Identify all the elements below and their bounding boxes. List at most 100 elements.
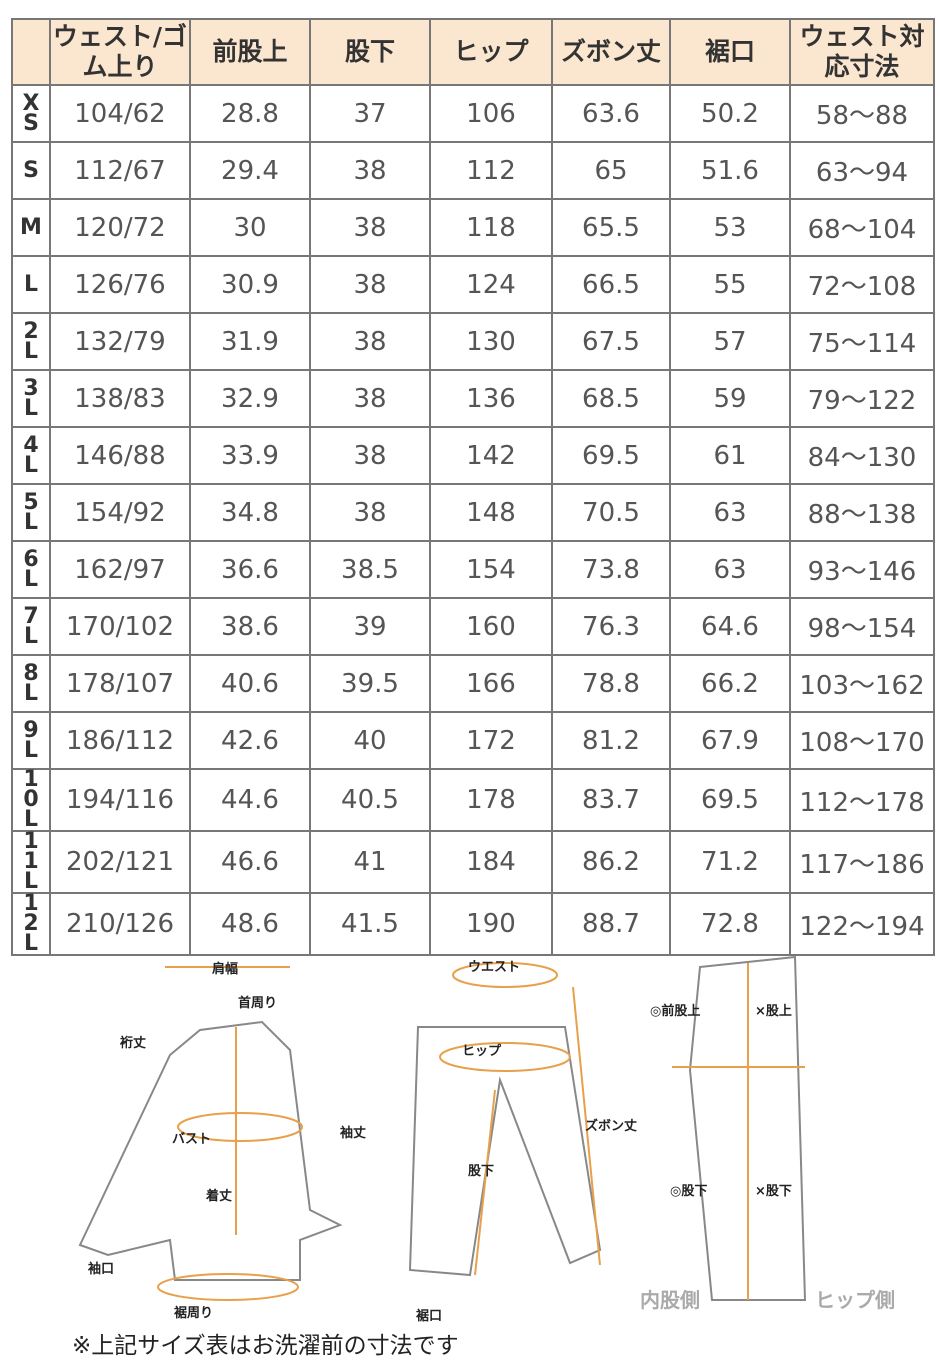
size-label: 12L [11, 892, 51, 956]
label-hip-side: ヒップ側 [815, 1288, 895, 1312]
table-row: 2L 132/79 31.9 38 130 67.5 57 75～114 [11, 312, 935, 371]
label-shoulder: 肩幅 [212, 961, 238, 977]
table-cell: 73.8 [551, 540, 671, 599]
label-inner-side: 内股側 [640, 1288, 700, 1312]
table-cell: 38 [309, 369, 431, 428]
table-cell: 202/121 [49, 830, 191, 894]
table-cell: 86.2 [551, 830, 671, 894]
table-cell: 130 [429, 312, 553, 371]
shirt-drawing [78, 1020, 343, 1281]
table-row: 7L 170/102 38.6 39 160 76.3 64.6 98～154 [11, 597, 935, 656]
table-row: L 126/76 30.9 38 124 66.5 55 72～108 [11, 255, 935, 314]
table-row: S 112/67 29.4 38 112 65 51.6 63～94 [11, 141, 935, 200]
column-header: ズボン丈 [551, 18, 671, 86]
table-cell: 98～154 [789, 597, 935, 656]
table-cell: 120/72 [49, 198, 191, 257]
table-row: 5L 154/92 34.8 38 148 70.5 63 88～138 [11, 483, 935, 542]
table-row: 3L 138/83 32.9 38 136 68.5 59 79～122 [11, 369, 935, 428]
column-header: 裾口 [669, 18, 791, 86]
size-note: ※上記サイズ表はお洗濯前の寸法です [72, 1333, 459, 1359]
table-cell: 88.7 [551, 892, 671, 956]
size-label: S [11, 141, 51, 200]
table-cell: 30 [189, 198, 311, 257]
table-row: M 120/72 30 38 118 65.5 53 68～104 [11, 198, 935, 257]
table-cell: 194/116 [49, 768, 191, 832]
table-cell: 69.5 [551, 426, 671, 485]
table-cell: 68.5 [551, 369, 671, 428]
table-cell: 40.5 [309, 768, 431, 832]
table-cell: 63 [669, 483, 791, 542]
table-cell: 93～146 [789, 540, 935, 599]
table-cell: 38.5 [309, 540, 431, 599]
table-cell: 72～108 [789, 255, 935, 314]
table-cell: 71.2 [669, 830, 791, 894]
table-row: 4L 146/88 33.9 38 142 69.5 61 84～130 [11, 426, 935, 485]
table-row: 11L 202/121 46.6 41 184 86.2 71.2 117～186 [11, 830, 935, 894]
table-cell: 36.6 [189, 540, 311, 599]
table-cell: 38 [309, 198, 431, 257]
table-cell: 41 [309, 830, 431, 894]
size-label: 9L [11, 711, 51, 770]
table-cell: 40.6 [189, 654, 311, 713]
table-row: 8L 178/107 40.6 39.5 166 78.8 66.2 103～162 [11, 654, 935, 713]
table-cell: 46.6 [189, 830, 311, 894]
table-cell: 40 [309, 711, 431, 770]
label-sleeve: 袖丈 [340, 1125, 366, 1141]
table-cell: 38 [309, 312, 431, 371]
column-header [11, 18, 51, 86]
table-cell: 72.8 [669, 892, 791, 956]
table-cell: 75～114 [789, 312, 935, 371]
table-cell: 148 [429, 483, 553, 542]
table-cell: 44.6 [189, 768, 311, 832]
size-label: 7L [11, 597, 51, 656]
label-rise: ×股上 [755, 1004, 792, 1019]
table-row: 6L 162/97 36.6 38.5 154 73.8 63 93～146 [11, 540, 935, 599]
table-row: XS 104/62 28.8 37 106 63.6 50.2 58～88 [11, 84, 935, 143]
table-row: 12L 210/126 48.6 41.5 190 88.7 72.8 122～194 [11, 892, 935, 956]
table-cell: 37 [309, 84, 431, 143]
label-neck: 首周り [238, 995, 277, 1011]
table-cell: 162/97 [49, 540, 191, 599]
header-row: ウェスト/ゴム上り 前股上 股下 ヒップ ズボン丈 裾口 ウェスト対応寸法 [11, 18, 935, 86]
table-cell: 108～170 [789, 711, 935, 770]
table-cell: 61 [669, 426, 791, 485]
table-cell: 39 [309, 597, 431, 656]
size-label: 5L [11, 483, 51, 542]
label-hem: 裾周り [174, 1305, 213, 1321]
size-table: ウェスト/ゴム上り 前股上 股下 ヒップ ズボン丈 裾口 ウェスト対応寸法 XS 104/62… [11, 18, 935, 956]
label-inseam-outer: ×股下 [755, 1184, 792, 1199]
table-cell: 51.6 [669, 141, 791, 200]
table-cell: 132/79 [49, 312, 191, 371]
table-cell: 210/126 [49, 892, 191, 956]
table-cell: 154 [429, 540, 553, 599]
label-cuff: 袖口 [88, 1261, 114, 1277]
table-row: 9L 186/112 42.6 40 172 81.2 67.9 108～170 [11, 711, 935, 770]
size-label: 8L [11, 654, 51, 713]
table-cell: 29.4 [189, 141, 311, 200]
table-cell: 122～194 [789, 892, 935, 956]
table-cell: 28.8 [189, 84, 311, 143]
column-header: ヒップ [429, 18, 553, 86]
table-cell: 67.9 [669, 711, 791, 770]
table-cell: 178/107 [49, 654, 191, 713]
table-cell: 112/67 [49, 141, 191, 200]
size-label: 4L [11, 426, 51, 485]
table-cell: 84～130 [789, 426, 935, 485]
label-bust: バスト [172, 1132, 211, 1147]
table-cell: 118 [429, 198, 553, 257]
table-cell: 38 [309, 255, 431, 314]
table-cell: 138/83 [49, 369, 191, 428]
size-label: M [11, 198, 51, 257]
label-waist: ウエスト [468, 960, 520, 975]
label-inseam-inner: ◎股下 [670, 1184, 707, 1199]
size-label: 6L [11, 540, 51, 599]
label-hip: ヒップ [462, 1044, 502, 1059]
label-pants-length: ズボン丈 [585, 1118, 637, 1134]
table-cell: 142 [429, 426, 553, 485]
table-cell: 106 [429, 84, 553, 143]
table-cell: 69.5 [669, 768, 791, 832]
table-cell: 59 [669, 369, 791, 428]
column-header: ウェスト/ゴム上り [49, 18, 191, 86]
table-cell: 57 [669, 312, 791, 371]
side-pants-drawing [688, 955, 807, 1301]
